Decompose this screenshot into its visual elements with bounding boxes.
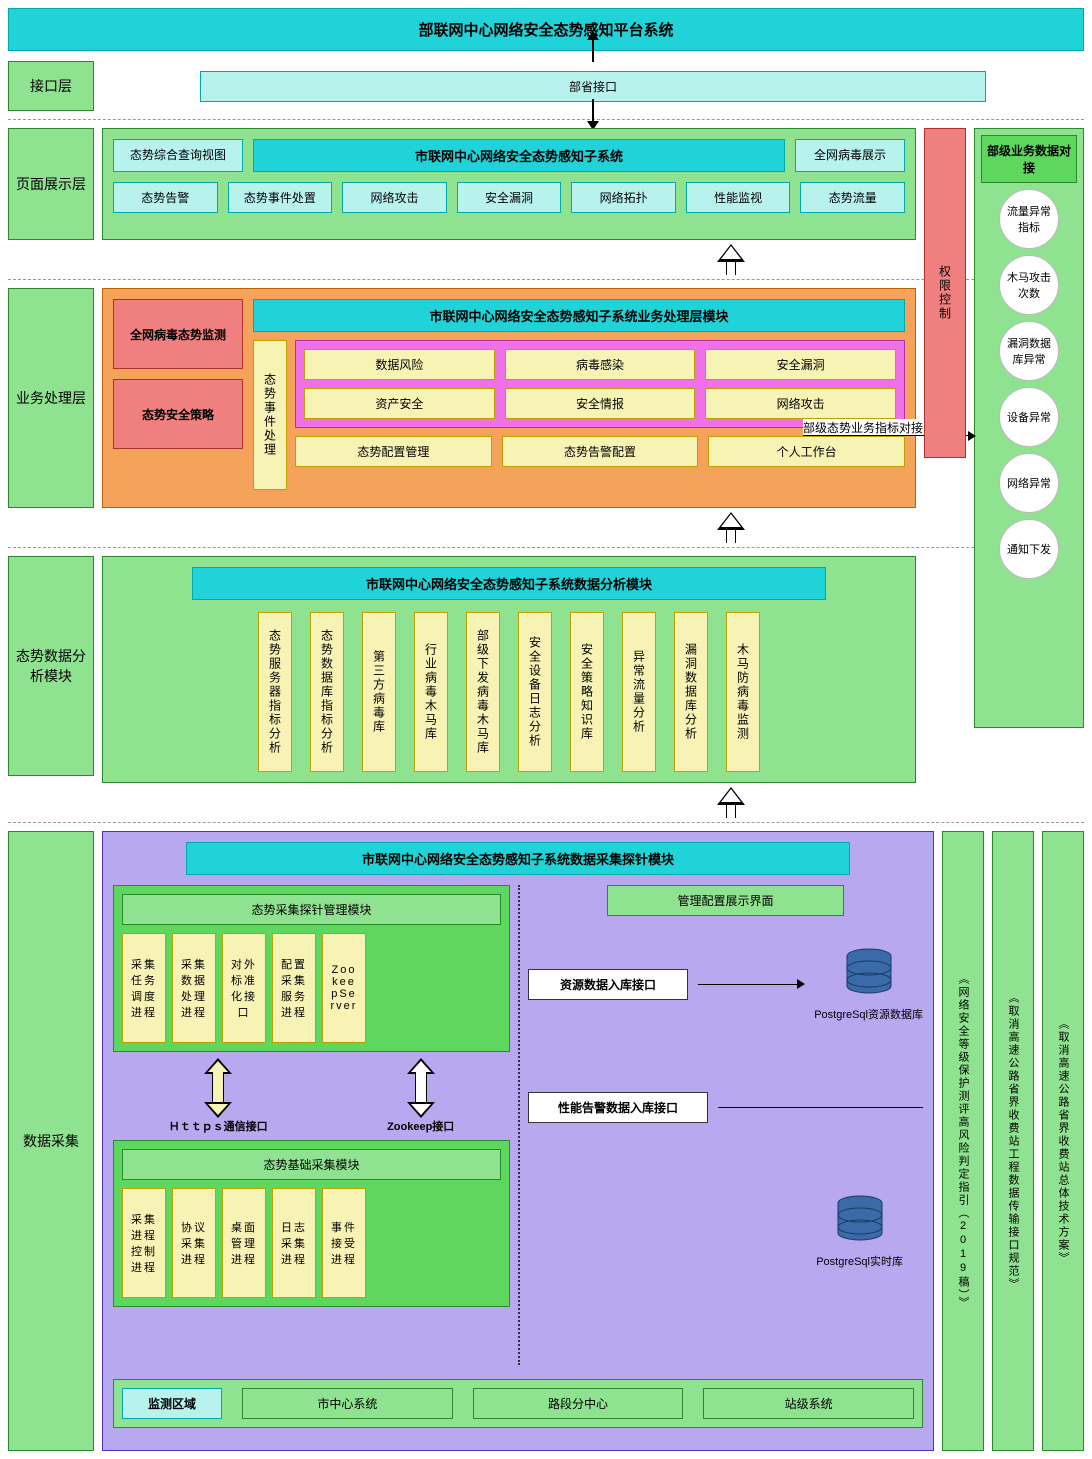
https-label: Ｈｔｔｐｓ通信接口: [169, 1118, 268, 1134]
monitor-item: 站级系统: [703, 1388, 914, 1419]
arrow-stem: [726, 261, 736, 275]
arrow-icon: [717, 787, 745, 805]
platform-title-bar: 部联网中心网络安全态势感知平台系统: [8, 8, 1084, 51]
analysis-col: 安全策略知识库: [570, 612, 604, 772]
metric-circle: 木马攻击次数: [999, 255, 1059, 315]
arrow-stem: [726, 529, 736, 543]
base-item: 日志采集进程: [272, 1188, 316, 1298]
right-metrics-rail: 部级业务数据对接 流量异常指标 木马攻击次数 漏洞数据库异常 设备异常 网络异常…: [974, 128, 1084, 728]
side-doc: 《网络安全等级保护测评高风险判定指引（2019稿）》: [942, 831, 984, 1451]
analysis-col: 木马防病毒监测: [726, 612, 760, 772]
chip: 网络攻击: [342, 182, 447, 213]
dept-data-link-title: 部级业务数据对接: [981, 135, 1077, 183]
side-doc: 《取消高速公路省界收费站总体技术方案》: [1042, 831, 1084, 1451]
chip-overview: 态势综合查询视图: [113, 139, 243, 172]
analysis-col: 安全设备日志分析: [518, 612, 552, 772]
chip: 数据风险: [304, 349, 495, 380]
zookeep-label: Zookeep接口: [387, 1118, 454, 1134]
side-doc: 《取消高速公路省界收费站工程数据传输接口规范》: [992, 831, 1034, 1451]
permission-control-col: 权限控制: [924, 128, 966, 458]
analysis-container: 市联网中心网络安全态势感知子系统数据分析模块 态势服务器指标分析 态势数据库指标…: [102, 556, 916, 783]
biz-title: 市联网中心网络安全态势感知子系统业务处理层模块: [253, 299, 905, 332]
chip: 安全情报: [505, 388, 696, 419]
base-item: 协议采集进程: [172, 1188, 216, 1298]
subsystem-title: 市联网中心网络安全态势感知子系统: [253, 139, 785, 172]
red-security-policy: 态势安全策略: [113, 379, 243, 449]
metric-circle: 流量异常指标: [999, 189, 1059, 249]
mgmt-ui-box: 管理配置展示界面: [607, 885, 844, 916]
arrow-right-icon: [698, 984, 804, 985]
base-item: 采集进程控制进程: [122, 1188, 166, 1298]
perf-iface-box: 性能告警数据入库接口: [528, 1092, 708, 1123]
chip: 安全漏洞: [705, 349, 896, 380]
base-item: 桌面管理进程: [222, 1188, 266, 1298]
biz-layer-label: 业务处理层: [8, 288, 94, 508]
arrow-icon: [717, 512, 745, 530]
metric-circle: 漏洞数据库异常: [999, 321, 1059, 381]
chip: 网络攻击: [705, 388, 896, 419]
https-arrow-icon: [198, 1058, 238, 1118]
chip: 态势事件处置: [228, 182, 333, 213]
zookeep-arrow-icon: [401, 1058, 441, 1118]
chip: 安全漏洞: [457, 182, 562, 213]
analysis-title: 市联网中心网络安全态势感知子系统数据分析模块: [192, 567, 826, 600]
arrow-icon: [717, 244, 745, 262]
chip: 资产安全: [304, 388, 495, 419]
arrow-stem: [726, 804, 736, 818]
metric-circle: 通知下发: [999, 519, 1059, 579]
metrics-link-label: 部级态势业务指标对接: [803, 419, 923, 436]
probe-item: 配置采集服务进程: [272, 933, 316, 1043]
page-display-chips: 态势告警 态势事件处置 网络攻击 安全漏洞 网络拓扑 性能监视 态势流量: [113, 182, 905, 213]
analysis-layer-label: 态势数据分析模块: [8, 556, 94, 776]
event-processing-col: 态势事件处理: [253, 340, 287, 490]
chip: 态势告警配置: [502, 436, 699, 467]
analysis-col: 异常流量分析: [622, 612, 656, 772]
analysis-col: 部级下发病毒木马库: [466, 612, 500, 772]
monitor-item: 市中心系统: [242, 1388, 453, 1419]
analysis-col: 第三方病毒库: [362, 612, 396, 772]
analysis-col: 态势数据库指标分析: [310, 612, 344, 772]
province-interface-bar: 部省接口: [200, 71, 986, 102]
probe-item: 采集任务调度进程: [122, 933, 166, 1043]
metric-circle: 设备异常: [999, 387, 1059, 447]
chip: 性能监视: [686, 182, 791, 213]
chip-virus-display: 全网病毒展示: [795, 139, 905, 172]
analysis-col: 漏洞数据库分析: [674, 612, 708, 772]
interface-layer-label: 接口层: [8, 61, 94, 111]
collect-container: 市联网中心网络安全态势感知子系统数据采集探针模块 态势采集探针管理模块 采集任务…: [102, 831, 934, 1451]
page-display-label: 页面展示层: [8, 128, 94, 240]
probe-item: ZookeepServer: [322, 933, 366, 1043]
chip: 病毒感染: [505, 349, 696, 380]
collect-title: 市联网中心网络安全态势感知子系统数据采集探针模块: [186, 842, 850, 875]
probe-module-title: 态势采集探针管理模块: [122, 894, 501, 925]
analysis-col: 行业病毒木马库: [414, 612, 448, 772]
monitor-area-label: 监测区域: [122, 1388, 222, 1419]
chip: 态势配置管理: [295, 436, 492, 467]
page-display-container: 态势综合查询视图 市联网中心网络安全态势感知子系统 全网病毒展示 态势告警 态势…: [102, 128, 916, 240]
collect-layer-label: 数据采集: [8, 831, 94, 1451]
probe-item: 采集数据处理进程: [172, 933, 216, 1043]
analysis-col: 态势服务器指标分析: [258, 612, 292, 772]
chip: 态势告警: [113, 182, 218, 213]
chip: 网络拓扑: [571, 182, 676, 213]
line-icon: [718, 1107, 923, 1108]
base-item: 事件接受进程: [322, 1188, 366, 1298]
base-module-title: 态势基础采集模块: [122, 1149, 501, 1180]
red-virus-monitor: 全网病毒态势监测: [113, 299, 243, 369]
resource-iface-box: 资源数据入库接口: [528, 969, 688, 1000]
metric-circle: 网络异常: [999, 453, 1059, 513]
db-resource-icon: PostgreSql资源数据库: [814, 946, 923, 1022]
probe-item: 对外标准化接口: [222, 933, 266, 1043]
chip: 个人工作台: [708, 436, 905, 467]
db-realtime-icon: PostgreSql实时库: [816, 1193, 903, 1269]
monitor-item: 路段分中心: [473, 1388, 684, 1419]
biz-container: 全网病毒态势监测 态势安全策略 市联网中心网络安全态势感知子系统业务处理层模块 …: [102, 288, 916, 508]
chip: 态势流量: [800, 182, 905, 213]
